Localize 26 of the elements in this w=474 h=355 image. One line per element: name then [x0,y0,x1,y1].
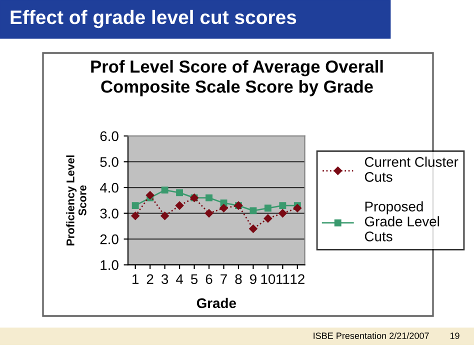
chart-title: Prof Level Score of Average Overall Composite Scale Score by Grade [91,60,383,96]
y-tick-label: 1.0 [100,260,118,270]
y-tick-label: 5.0 [100,157,118,167]
y-axis-title: Proficiency Level Score [66,155,86,246]
x-tick-label: 8 [235,274,242,284]
x-tick-label: 12 [290,274,304,284]
x-tick-label: 1 [132,274,139,284]
x-tick-label: 11 [276,274,290,284]
legend-label: Proposed Grade Level Cuts [364,201,439,242]
x-tick-label: 10 [261,274,276,284]
x-tick-label: 7 [220,274,227,284]
x-axis-title: Grade [196,298,236,308]
x-tick-label: 6 [206,274,212,284]
x-tick-label: 5 [190,274,198,284]
y-tick-label: 4.0 [100,182,118,193]
y-tick-label: 2.0 [100,234,118,244]
text: Effect of grade level cut scores [10,10,296,28]
x-tick-label: 4 [176,274,184,284]
y-tick-label: 3.0 [100,208,118,218]
text: 19 [450,332,460,339]
x-tick-label: 2 [146,274,154,284]
text: ISBE Presentation 2/21/2007 [314,332,429,339]
y-tick-label: 6.0 [100,131,118,142]
x-tick-label: 9 [250,274,256,284]
legend-label: Current Cluster Cuts [364,156,458,182]
x-tick-label: 3 [161,274,168,284]
